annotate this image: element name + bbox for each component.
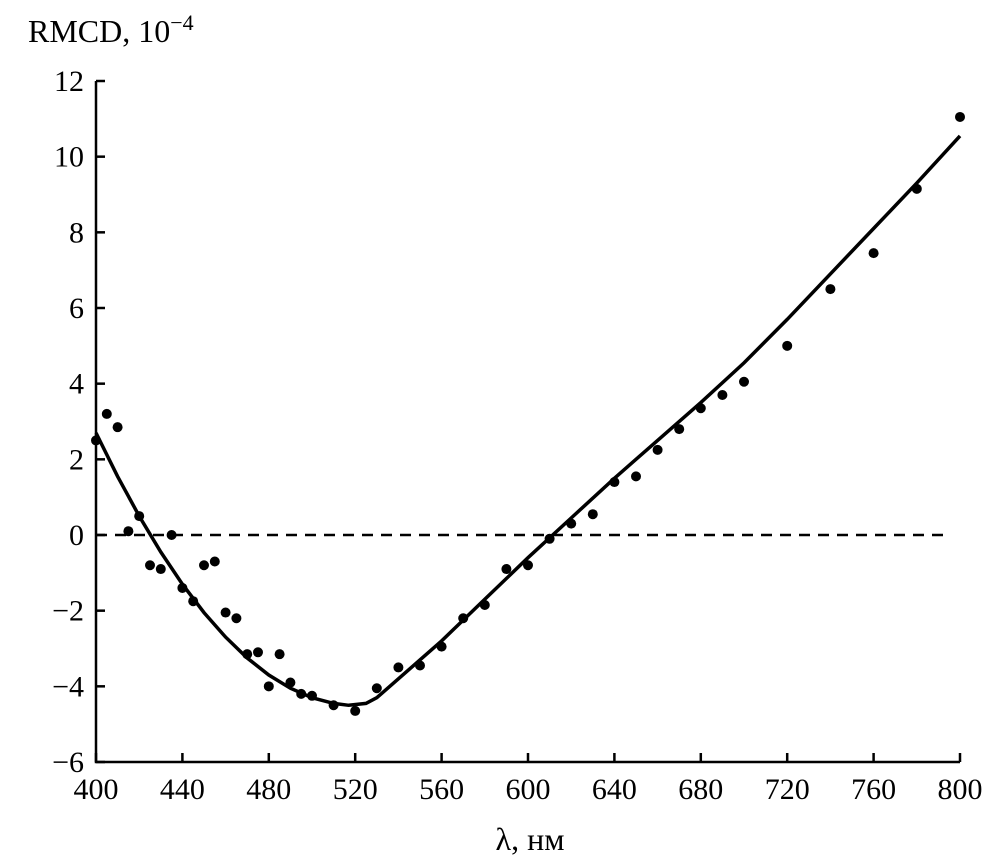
data-point xyxy=(739,376,749,387)
data-point xyxy=(911,183,922,194)
data-point xyxy=(717,390,728,401)
data-point xyxy=(393,662,404,673)
data-point xyxy=(479,599,490,610)
x-tick-label: 440 xyxy=(160,773,205,806)
fit-curve-layer xyxy=(94,134,962,708)
data-point xyxy=(415,660,425,671)
axis-frame xyxy=(94,81,960,764)
y-tick-label: 0 xyxy=(69,519,84,552)
data-point xyxy=(199,560,209,571)
axes: −6 −4 −2 0 2 4 6 8 10 12 400 440 480 520 560 600 640 680 7… xyxy=(52,65,982,806)
x-tick-label: 560 xyxy=(419,773,464,806)
data-point xyxy=(825,284,836,295)
x-tick-label: 400 xyxy=(74,773,119,806)
data-point xyxy=(134,511,145,522)
data-point xyxy=(782,340,793,351)
data-point xyxy=(231,613,242,624)
data-point xyxy=(253,647,263,658)
data-point xyxy=(674,424,685,435)
y-tick-label: −6 xyxy=(52,746,84,779)
data-point xyxy=(371,683,382,694)
data-point xyxy=(955,111,965,122)
data-point xyxy=(695,403,706,414)
data-point xyxy=(145,560,155,571)
data-point xyxy=(652,444,663,455)
data-point xyxy=(868,248,879,259)
data-point xyxy=(242,649,253,660)
y-tick-label: 4 xyxy=(69,368,84,401)
data-point xyxy=(458,613,469,624)
y-tick-label: 6 xyxy=(69,292,84,325)
data-point xyxy=(350,705,361,716)
data-point xyxy=(112,422,123,433)
data-point xyxy=(296,688,307,699)
data-point xyxy=(587,509,598,520)
data-point xyxy=(285,677,296,688)
data-point xyxy=(609,477,620,488)
data-point xyxy=(566,518,577,529)
x-tick-label: 640 xyxy=(592,773,637,806)
x-tick-label: 720 xyxy=(765,773,810,806)
data-point xyxy=(166,530,177,540)
y-tick-label: −2 xyxy=(52,595,84,628)
data-point xyxy=(155,564,166,575)
x-axis-title: λ, нм xyxy=(496,821,565,857)
data-points-layer xyxy=(91,111,965,716)
data-point xyxy=(307,690,317,701)
data-point xyxy=(209,556,220,567)
data-point xyxy=(123,526,134,537)
y-tick-label: −4 xyxy=(52,670,84,703)
data-point xyxy=(274,649,285,660)
y-axis-title: RMCD, 10−4 xyxy=(28,10,194,49)
x-tick-label: 760 xyxy=(851,773,896,806)
y-tick-label: 10 xyxy=(54,141,84,174)
data-point xyxy=(501,564,512,575)
data-point xyxy=(220,607,231,618)
x-tick-label: 520 xyxy=(333,773,378,806)
y-tick-label: 8 xyxy=(69,216,84,249)
x-tick-label: 600 xyxy=(506,773,551,806)
x-tick-label: 480 xyxy=(246,773,291,806)
y-tick-label: 2 xyxy=(69,443,84,476)
data-point xyxy=(523,560,533,571)
data-point xyxy=(544,533,555,544)
x-tick-label: 680 xyxy=(678,773,723,806)
data-point xyxy=(177,582,188,593)
data-point xyxy=(631,471,641,482)
data-point xyxy=(263,681,274,692)
data-point xyxy=(436,641,447,652)
data-point xyxy=(188,596,199,607)
x-tick-label: 800 xyxy=(938,773,983,806)
fit-curve xyxy=(94,134,962,708)
data-point xyxy=(101,408,112,419)
data-point xyxy=(328,700,339,711)
y-tick-label: 12 xyxy=(54,65,84,98)
data-point xyxy=(91,435,101,446)
